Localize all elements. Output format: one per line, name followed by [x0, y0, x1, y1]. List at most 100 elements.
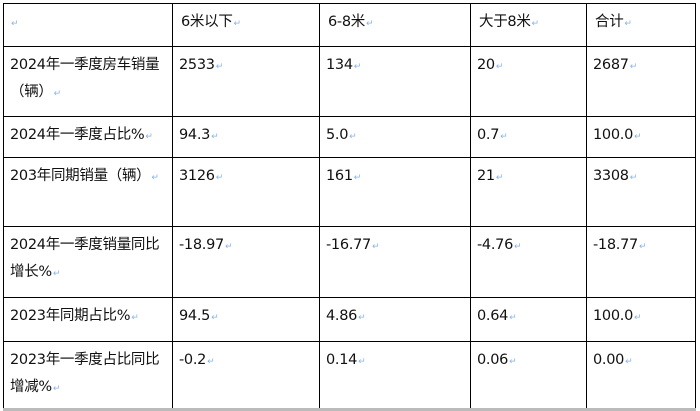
return-mark-icon: ↵ — [358, 313, 366, 323]
return-mark-icon: ↵ — [211, 132, 219, 142]
return-mark-icon: ↵ — [353, 173, 362, 183]
row-label: 2024年一季度销量同比增长%↵ — [3, 226, 173, 298]
cell-text: 合计 — [595, 14, 624, 30]
table-row: 2024年一季度销量同比增长%↵ -18.97↵ -16.77↵ -4.76↵ -18.… — [3, 226, 696, 298]
cell-text: 3126 — [179, 168, 215, 184]
return-mark-icon: ↵ — [509, 357, 517, 367]
row-label: 2023年一季度占比同比增减%↵ — [3, 341, 173, 410]
header-cell: 6-8米↵ — [319, 3, 471, 47]
row-label: 203年同期销量（辆）↵ — [3, 157, 173, 227]
value-cell: 134↵ — [319, 46, 471, 117]
return-mark-icon: ↵ — [233, 19, 242, 29]
return-mark-icon: ↵ — [11, 19, 19, 29]
cell-text: 203年同期销量（辆） — [10, 168, 151, 184]
table-row: 203年同期销量（辆）↵ 3126↵ 161↵ 21↵ 3308↵ — [3, 157, 696, 227]
return-mark-icon: ↵ — [349, 132, 357, 142]
return-mark-icon: ↵ — [53, 89, 62, 99]
cell-text: 2024年一季度房车销量（辆） — [10, 57, 160, 100]
value-cell: 2533↵ — [172, 46, 320, 117]
cell-text: 161 — [326, 168, 353, 184]
cell-text: 0.06 — [477, 352, 509, 368]
value-cell: 4.86↵ — [319, 297, 471, 342]
return-mark-icon: ↵ — [495, 173, 504, 183]
value-cell: 94.3↵ — [172, 116, 320, 158]
sales-table: ↵ 6米以下↵ 6-8米↵ 大于8米↵ 合计↵ 2024年一季度房车销量（辆）↵ 2533↵… — [3, 3, 696, 410]
row-label: 2024年一季度房车销量（辆）↵ — [3, 46, 173, 117]
cell-text: 2024年一季度占比% — [10, 127, 145, 143]
return-mark-icon: ↵ — [514, 242, 522, 252]
value-cell: 2687↵ — [586, 46, 696, 117]
table-row: 2023年同期占比%↵ 94.5↵ 4.86↵ 0.64↵ 100.0↵ — [3, 297, 696, 342]
cell-text: 3308 — [593, 168, 629, 184]
cell-text: 94.5 — [179, 308, 211, 324]
cell-text: 0.00 — [593, 352, 625, 368]
cell-text: -0.2 — [179, 352, 207, 368]
table-row: 2023年一季度占比同比增减%↵ -0.2↵ 0.14↵ 0.06↵ 0.00↵ — [3, 341, 696, 410]
return-mark-icon: ↵ — [638, 242, 647, 252]
cell-text: 2023年一季度占比同比增减% — [10, 352, 160, 395]
cell-text: 21 — [477, 168, 495, 184]
return-mark-icon: ↵ — [371, 242, 380, 252]
header-row: ↵ 6米以下↵ 6-8米↵ 大于8米↵ 合计↵ — [3, 3, 696, 47]
value-cell: 94.5↵ — [172, 297, 320, 342]
value-cell: 3308↵ — [586, 157, 696, 227]
cell-text: 2687 — [593, 57, 629, 73]
value-cell: 20↵ — [470, 46, 587, 117]
page-edge — [3, 408, 696, 411]
return-mark-icon: ↵ — [151, 173, 159, 183]
cell-text: 0.64 — [477, 308, 509, 324]
cell-text: 2024年一季度销量同比增长% — [10, 237, 160, 280]
cell-text: 2533 — [179, 57, 215, 73]
cell-text: 100.0 — [593, 127, 634, 143]
table-row: 2024年一季度占比%↵ 94.3↵ 5.0↵ 0.7↵ 100.0↵ — [3, 116, 696, 158]
return-mark-icon: ↵ — [211, 313, 219, 323]
return-mark-icon: ↵ — [509, 313, 517, 323]
return-mark-icon: ↵ — [215, 173, 224, 183]
return-mark-icon: ↵ — [495, 62, 504, 72]
value-cell: -18.77↵ — [586, 226, 696, 298]
cell-text: -16.77 — [326, 237, 371, 253]
return-mark-icon: ↵ — [634, 313, 642, 323]
return-mark-icon: ↵ — [634, 132, 642, 142]
row-label: 2024年一季度占比%↵ — [3, 116, 173, 158]
cell-text: 0.14 — [326, 352, 358, 368]
cell-text: 20 — [477, 57, 495, 73]
return-mark-icon: ↵ — [500, 132, 508, 142]
cell-text: 94.3 — [179, 127, 211, 143]
cell-text: -18.97 — [179, 237, 224, 253]
header-cell: 合计↵ — [586, 3, 696, 47]
return-mark-icon: ↵ — [52, 384, 61, 394]
return-mark-icon: ↵ — [145, 132, 153, 142]
value-cell: 0.14↵ — [319, 341, 471, 410]
value-cell: -4.76↵ — [470, 226, 587, 298]
return-mark-icon: ↵ — [353, 62, 362, 72]
return-mark-icon: ↵ — [365, 19, 374, 29]
value-cell: -18.97↵ — [172, 226, 320, 298]
cell-text: -4.76 — [477, 237, 514, 253]
cell-text: 6米以下 — [181, 14, 233, 30]
return-mark-icon: ↵ — [629, 173, 638, 183]
value-cell: 21↵ — [470, 157, 587, 227]
value-cell: 100.0↵ — [586, 297, 696, 342]
cell-text: 134 — [326, 57, 353, 73]
return-mark-icon: ↵ — [358, 357, 366, 367]
cell-text: 大于8米 — [479, 14, 531, 30]
return-mark-icon: ↵ — [629, 62, 638, 72]
cell-text: 100.0 — [593, 308, 634, 324]
cell-text: 6-8米 — [328, 14, 365, 30]
return-mark-icon: ↵ — [215, 62, 224, 72]
value-cell: 100.0↵ — [586, 116, 696, 158]
value-cell: 0.64↵ — [470, 297, 587, 342]
value-cell: 5.0↵ — [319, 116, 471, 158]
return-mark-icon: ↵ — [531, 19, 540, 29]
value-cell: 161↵ — [319, 157, 471, 227]
cell-text: 5.0 — [326, 127, 349, 143]
header-cell: 大于8米↵ — [470, 3, 587, 47]
return-mark-icon: ↵ — [52, 269, 61, 279]
header-cell: 6米以下↵ — [172, 3, 320, 47]
cell-text: 2023年同期占比% — [10, 308, 131, 324]
table-row: 2024年一季度房车销量（辆）↵ 2533↵ 134↵ 20↵ 2687↵ — [3, 46, 696, 117]
return-mark-icon: ↵ — [207, 357, 215, 367]
return-mark-icon: ↵ — [625, 357, 633, 367]
cell-text: 0.7 — [477, 127, 500, 143]
